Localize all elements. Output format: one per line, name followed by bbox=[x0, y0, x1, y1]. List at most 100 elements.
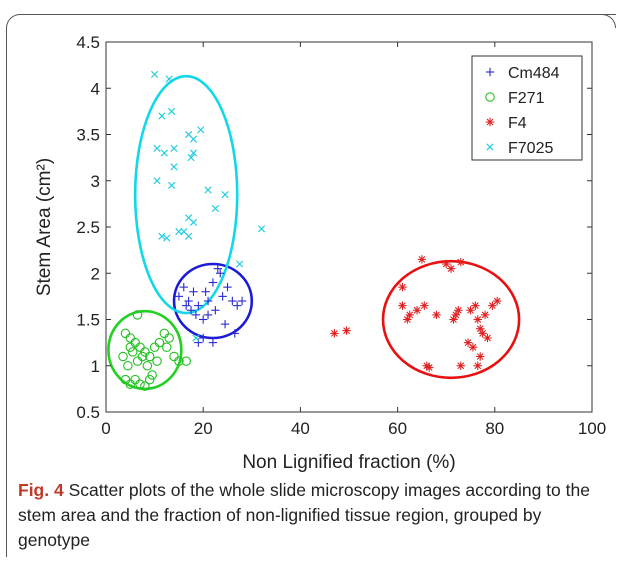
data-point-f4 bbox=[468, 343, 478, 352]
data-point-f271 bbox=[127, 347, 138, 357]
data-point-f271 bbox=[140, 381, 150, 391]
y-axis: 0.5 1 1.5 2 2.5 3 3.5 4 4.5 bbox=[76, 33, 592, 422]
data-point-f7025 bbox=[158, 232, 166, 240]
data-point-f7025 bbox=[153, 177, 161, 185]
data-point-f271 bbox=[154, 337, 165, 348]
legend: Cm484 F271 F4 F7025 bbox=[471, 55, 583, 161]
legend-marker-f271 bbox=[485, 92, 495, 102]
x-tick-label: 80 bbox=[485, 419, 504, 438]
data-point-f7025 bbox=[189, 149, 198, 157]
data-point-f7025 bbox=[170, 144, 178, 152]
data-point-f271 bbox=[162, 342, 172, 352]
data-point-f271 bbox=[125, 333, 136, 343]
data-point-cm484 bbox=[208, 338, 218, 347]
x-tick-label: 0 bbox=[101, 419, 110, 438]
data-point-cm484 bbox=[189, 287, 198, 296]
data-point-f7025 bbox=[257, 225, 266, 233]
cluster-ellipse-f7025 bbox=[133, 74, 239, 315]
x-axis: 0 20 40 60 80 100 bbox=[101, 42, 606, 438]
y-tick-label: 4.5 bbox=[76, 33, 100, 52]
data-point-f7025 bbox=[187, 154, 195, 162]
data-point-cm484 bbox=[184, 296, 193, 306]
data-point-f4 bbox=[449, 315, 458, 324]
data-point-f7025 bbox=[153, 144, 161, 152]
data-point-f7025 bbox=[221, 191, 229, 199]
cluster-ellipse-f271 bbox=[107, 309, 183, 391]
data-point-f7025 bbox=[197, 126, 205, 134]
y-axis-label: Stem Area (cm²) bbox=[34, 158, 55, 296]
data-point-f4 bbox=[471, 301, 480, 310]
data-point-cm484 bbox=[230, 329, 239, 338]
y-tick-label: 3 bbox=[91, 172, 100, 191]
data-point-f271 bbox=[123, 360, 133, 371]
data-point-f271 bbox=[132, 310, 143, 320]
y-tick-label: 1.5 bbox=[76, 311, 100, 330]
data-point-cm484 bbox=[228, 296, 237, 306]
data-point-f271 bbox=[169, 351, 179, 362]
cluster-ellipse-cm484 bbox=[172, 262, 254, 340]
data-point-f4 bbox=[398, 301, 407, 310]
cluster-ellipses bbox=[107, 74, 521, 391]
data-point-f271 bbox=[125, 342, 136, 352]
data-point-f7025 bbox=[160, 149, 168, 157]
data-point-f7025 bbox=[192, 334, 200, 342]
data-point-f4 bbox=[424, 363, 434, 372]
data-point-f7025 bbox=[168, 181, 176, 189]
data-point-f4 bbox=[342, 326, 351, 335]
data-point-cm484 bbox=[220, 319, 230, 329]
y-tick-label: 2 bbox=[91, 264, 100, 283]
data-point-f7025 bbox=[185, 232, 193, 240]
data-point-f4 bbox=[446, 264, 456, 273]
data-point-f4 bbox=[473, 315, 482, 324]
x-tick-label: 40 bbox=[291, 419, 310, 438]
data-point-f7025 bbox=[170, 163, 178, 171]
y-tick-label: 3.5 bbox=[76, 126, 100, 145]
data-point-f4 bbox=[456, 257, 465, 267]
data-point-f271 bbox=[164, 333, 174, 343]
data-point-f7025 bbox=[175, 228, 183, 236]
data-point-f4 bbox=[480, 310, 490, 320]
x-tick-label: 100 bbox=[578, 419, 606, 438]
data-point-f7025 bbox=[204, 186, 212, 194]
data-point-f271 bbox=[147, 370, 157, 380]
data-point-cm484 bbox=[199, 315, 208, 324]
data-point-f4 bbox=[398, 282, 407, 292]
data-point-cm484 bbox=[194, 301, 203, 310]
data-point-cm484 bbox=[179, 282, 188, 292]
data-point-f7025 bbox=[236, 260, 244, 268]
data-point-f271 bbox=[130, 374, 140, 385]
data-point-f4 bbox=[420, 301, 429, 310]
cluster-ellipse-f4 bbox=[381, 259, 521, 380]
scatter-chart: 0 20 40 60 80 100 0.5 1 1.5 2 2.5 3 3.5 4 4.5 Non Lig… bbox=[34, 33, 606, 473]
data-point-f271 bbox=[181, 356, 191, 366]
data-point-cm484 bbox=[186, 306, 196, 315]
data-point-cm484 bbox=[181, 301, 191, 310]
figure-frame bbox=[6, 14, 616, 557]
data-point-cm484 bbox=[211, 306, 220, 315]
data-point-f271 bbox=[118, 351, 128, 362]
data-point-cm484 bbox=[201, 287, 210, 296]
data-points bbox=[118, 70, 502, 391]
data-point-f271 bbox=[174, 356, 184, 366]
data-point-f271 bbox=[159, 328, 170, 339]
data-point-cm484 bbox=[208, 278, 218, 287]
data-point-cm484 bbox=[223, 282, 232, 292]
data-point-f4 bbox=[473, 361, 482, 370]
legend-marker-f4 bbox=[485, 117, 495, 127]
y-tick-label: 2.5 bbox=[76, 218, 100, 237]
data-point-f7025 bbox=[168, 107, 176, 115]
data-point-f4 bbox=[456, 361, 465, 370]
data-point-f271 bbox=[144, 374, 155, 385]
data-point-f7025 bbox=[189, 135, 198, 143]
legend-label-f271: F271 bbox=[508, 90, 545, 107]
legend-label-f7025: F7025 bbox=[508, 140, 553, 157]
x-tick-label: 20 bbox=[194, 419, 213, 438]
figure-label: Fig. 4 bbox=[18, 480, 64, 500]
legend-marker-f7025 bbox=[486, 143, 494, 151]
data-point-cm484 bbox=[237, 296, 247, 306]
data-point-cm484 bbox=[218, 292, 227, 301]
data-point-f271 bbox=[149, 342, 160, 352]
data-point-f4 bbox=[493, 296, 502, 306]
y-tick-label: 1 bbox=[91, 357, 100, 376]
data-point-f7025 bbox=[158, 112, 166, 120]
